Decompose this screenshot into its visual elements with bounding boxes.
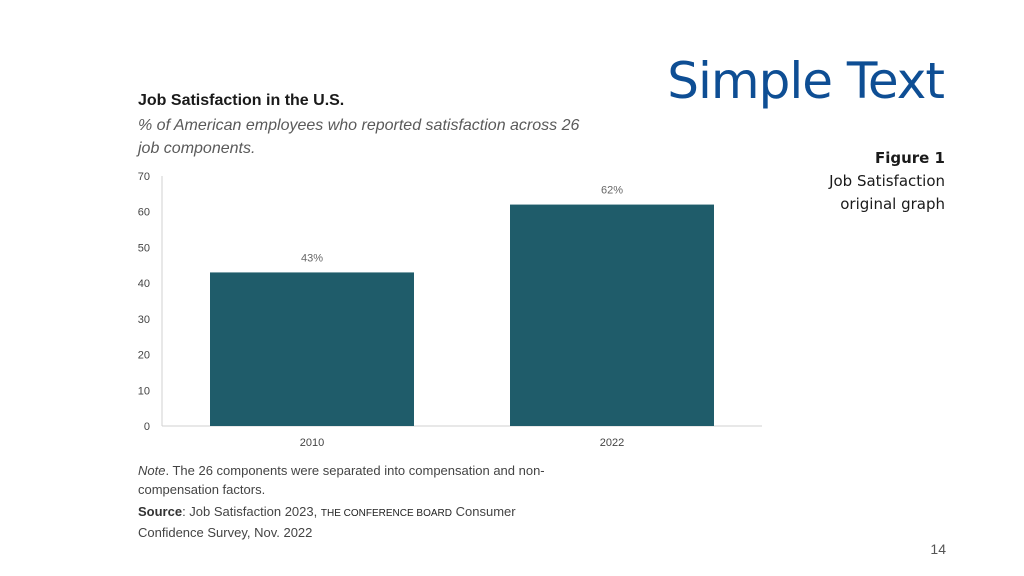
- bar-chart: 0 10 20 30 40 50 60 70 43% 2010 62% 2022: [138, 171, 762, 449]
- bar-2010: [210, 272, 414, 426]
- x-tick-label: 2010: [300, 437, 324, 449]
- y-tick-label: 30: [138, 314, 150, 326]
- y-tick-label: 40: [138, 278, 150, 290]
- source-text: : Job Satisfaction 2023,: [182, 504, 318, 519]
- note-label: Note: [138, 463, 166, 478]
- page-number: 14: [930, 541, 946, 557]
- chart-note: Note. The 26 components were separated i…: [138, 461, 558, 499]
- chart-subtitle: % of American employees who reported sat…: [138, 117, 580, 157]
- figure-number: Figure 1: [874, 149, 945, 167]
- y-tick-label: 0: [144, 421, 150, 433]
- source-label: Source: [138, 504, 183, 519]
- figure-caption-line-2: original graph: [840, 195, 945, 213]
- data-label: 62%: [601, 185, 623, 197]
- slide-title: Simple Text: [667, 52, 945, 110]
- figure-caption: Figure 1 Job Satisfaction original graph: [685, 147, 945, 216]
- y-tick-label: 50: [138, 242, 150, 254]
- chart-title: Job Satisfaction in the U.S.: [138, 92, 345, 109]
- figure-caption-line-1: Job Satisfaction: [829, 172, 945, 190]
- data-label: 43%: [301, 252, 323, 264]
- y-tick-label: 20: [138, 350, 150, 362]
- source-organization: The Conference Board: [320, 508, 452, 519]
- y-tick-label: 70: [138, 171, 150, 183]
- y-tick-label: 60: [138, 207, 150, 219]
- y-tick-label: 10: [138, 385, 150, 397]
- source-survey: Consumer Confidence Survey, Nov. 2022: [138, 504, 516, 540]
- bar-2022: [510, 204, 714, 426]
- x-tick-label: 2022: [600, 437, 624, 449]
- chart-source: Source: Job Satisfaction 2023, The Confe…: [138, 502, 578, 542]
- note-text: . The 26 components were separated into …: [138, 463, 545, 497]
